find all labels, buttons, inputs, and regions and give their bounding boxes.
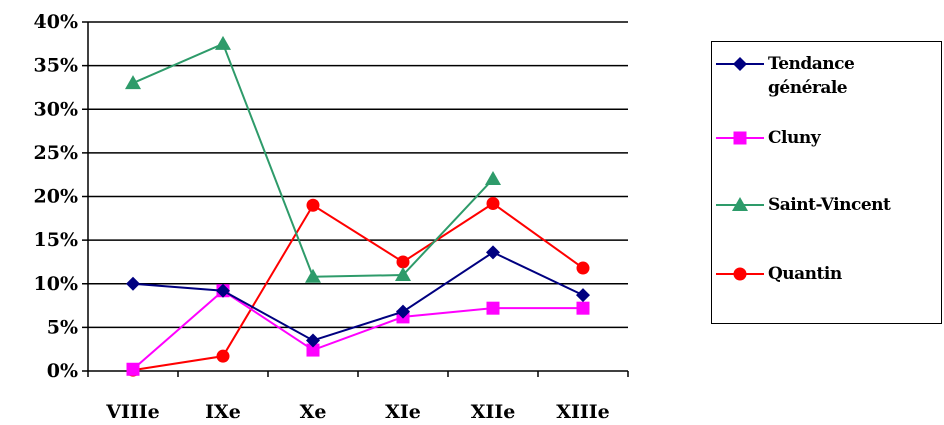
data-point: [486, 301, 500, 315]
y-tick-label: 5%: [47, 316, 78, 338]
series-cluny: [126, 284, 590, 376]
series-quantin: [126, 196, 590, 377]
data-point: [576, 261, 590, 275]
series-tendance-generale: [126, 245, 590, 348]
data-point: [486, 245, 500, 260]
y-tick-label: 15%: [34, 229, 79, 251]
legend-marker: [733, 57, 747, 71]
y-tick-label: 30%: [34, 98, 79, 120]
x-tick-label: XIe: [385, 401, 421, 423]
legend-marker: [732, 197, 748, 211]
data-point: [306, 198, 320, 212]
x-tick-label: XIIe: [471, 401, 516, 423]
legend-marker: [733, 131, 747, 145]
data-point: [486, 196, 500, 210]
y-tick-label: 40%: [34, 11, 79, 33]
data-point: [306, 333, 320, 348]
legend-swatch-cluny: [716, 131, 764, 145]
legend-swatch-tendance: [716, 57, 764, 71]
data-point: [126, 276, 140, 291]
y-tick-label: 20%: [34, 186, 79, 208]
data-point: [576, 301, 590, 315]
y-tick-label: 0%: [47, 360, 78, 382]
legend-label-tendance: Tendance générale: [768, 54, 855, 98]
series-line: [132, 42, 494, 278]
legend-item-tendance: Tendance générale: [712, 52, 928, 100]
series-saint-vincent: [125, 35, 501, 283]
data-point: [396, 255, 410, 269]
legend-item-quantin: Quantin: [712, 262, 928, 286]
y-tick-labels: 0% 5% 10% 15% 20% 25% 30% 35% 40%: [34, 11, 79, 382]
data-point: [216, 349, 230, 363]
data-point: [216, 283, 230, 298]
data-point: [125, 75, 141, 90]
data-point: [395, 267, 411, 282]
series-lines: [125, 35, 590, 377]
x-tick-label: Xe: [300, 401, 327, 423]
legend: Tendance générale Cluny Saint-Vincent Qu…: [711, 41, 942, 324]
legend-item-saint-vincent: Saint-Vincent: [712, 193, 928, 217]
series-line: [132, 289, 583, 371]
legend-marker: [733, 267, 747, 281]
y-tick-label: 25%: [34, 142, 79, 164]
data-point: [576, 288, 590, 303]
legend-swatch-saint-vincent: [716, 197, 764, 211]
gridlines: [88, 21, 628, 329]
data-point: [485, 171, 501, 186]
legend-item-cluny: Cluny: [712, 126, 928, 150]
x-tick-label: XIIIe: [556, 401, 610, 423]
data-point: [305, 268, 321, 283]
legend-label-quantin: Quantin: [768, 264, 842, 284]
legend-label-cluny: Cluny: [768, 128, 821, 148]
x-tick-label: VIIIe: [105, 401, 160, 423]
x-tick-label: IXe: [205, 401, 241, 423]
y-tick-label: 35%: [34, 55, 79, 77]
data-point: [126, 362, 140, 376]
series-line: [132, 202, 584, 372]
legend-swatch-quantin: [716, 267, 764, 281]
data-point: [306, 343, 320, 357]
y-tick-label: 10%: [34, 273, 79, 295]
data-point: [215, 35, 231, 50]
axes: [82, 21, 629, 377]
series-line: [132, 251, 584, 342]
data-point: [396, 304, 410, 319]
legend-label-saint-vincent: Saint-Vincent: [768, 195, 891, 215]
x-tick-labels: VIIIe IXe Xe XIe XIIe XIIIe: [105, 401, 610, 423]
